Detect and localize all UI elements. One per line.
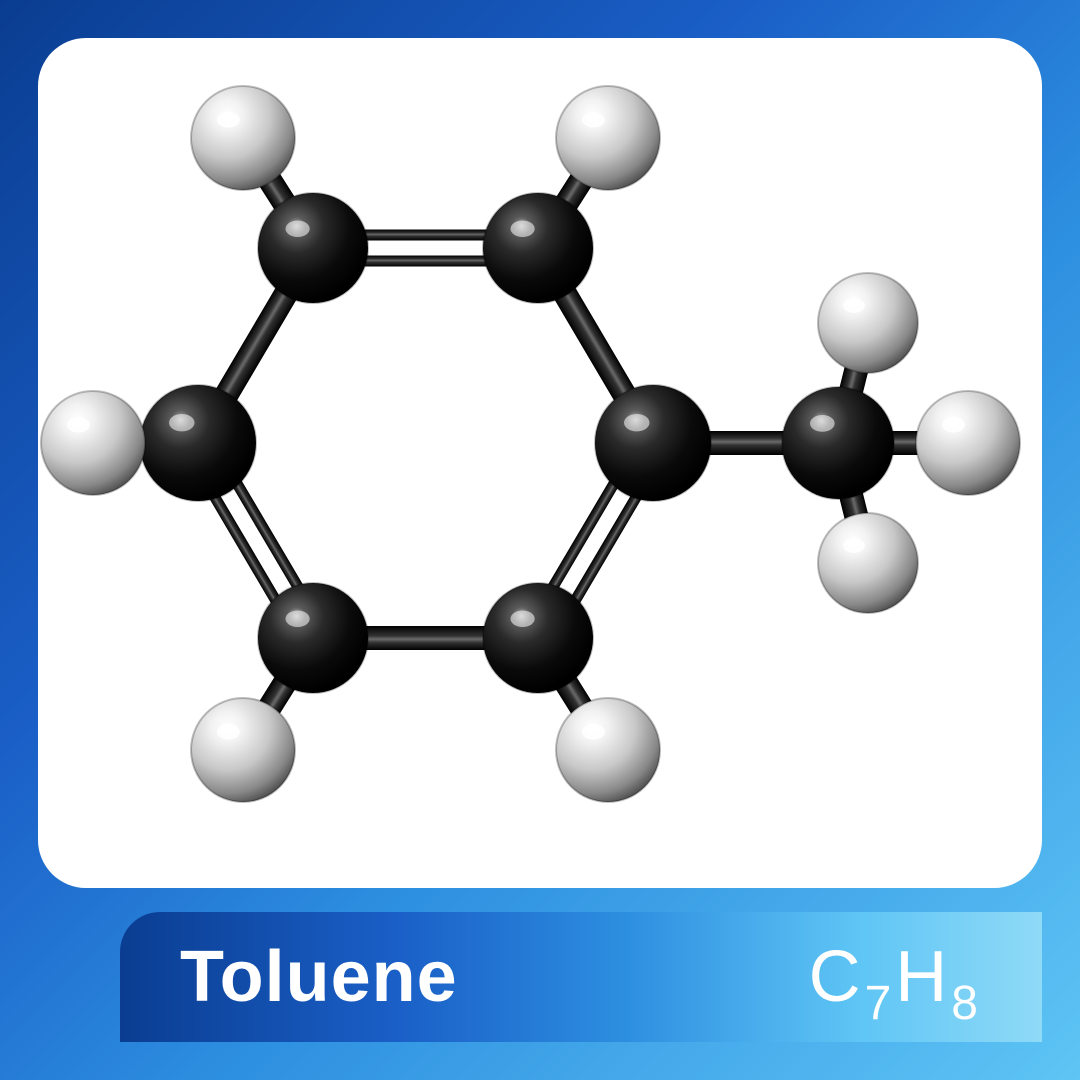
hydrogen-atom xyxy=(818,513,918,613)
hydrogen-atom xyxy=(556,86,660,190)
molecule-diagram xyxy=(38,38,1042,888)
hydrogen-atom xyxy=(818,273,918,373)
compound-name: Toluene xyxy=(180,936,458,1018)
card-frame: Toluene C7H8 xyxy=(0,0,1080,1080)
formula-subscript: 8 xyxy=(951,976,980,1031)
carbon-atom xyxy=(483,193,593,303)
carbon-atom xyxy=(782,387,894,499)
carbon-atom xyxy=(258,583,368,693)
formula-element: H xyxy=(895,936,949,1018)
hydrogen-atom xyxy=(916,391,1020,495)
hydrogen-atom xyxy=(191,86,295,190)
hydrogen-atom xyxy=(556,698,660,802)
label-bar: Toluene C7H8 xyxy=(120,912,1042,1042)
hydrogen-atom xyxy=(191,698,295,802)
carbon-atom xyxy=(258,193,368,303)
carbon-atom xyxy=(595,385,711,501)
compound-formula: C7H8 xyxy=(809,936,982,1018)
hydrogen-atom xyxy=(41,391,145,495)
formula-element: C xyxy=(809,936,863,1018)
carbon-atom xyxy=(483,583,593,693)
molecule-panel xyxy=(38,38,1042,888)
formula-subscript: 7 xyxy=(865,976,894,1031)
carbon-atom xyxy=(140,385,256,501)
